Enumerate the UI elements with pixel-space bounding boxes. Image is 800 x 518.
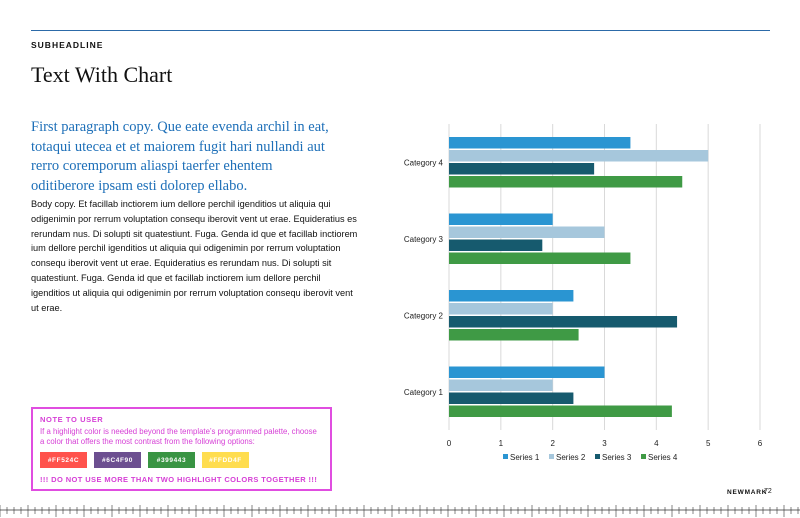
footer-brand: NEWMARK [727, 489, 768, 496]
legend-swatch [503, 454, 508, 459]
bar [449, 163, 595, 175]
swatch-red: #FF524C [40, 452, 87, 468]
swatch-yellow: #FFDD4F [202, 452, 249, 468]
bar [449, 226, 605, 238]
note-to-user-box: NOTE TO USER If a highlight color is nee… [31, 407, 332, 491]
bar [449, 316, 678, 328]
bottom-ruler [0, 505, 800, 517]
bar [449, 392, 574, 404]
x-tick-label: 2 [550, 439, 555, 448]
swatch-purple: #6C4F90 [94, 452, 141, 468]
note-warning: !!! DO NOT USE MORE THAN TWO HIGHLIGHT C… [40, 475, 318, 484]
bar [449, 303, 553, 315]
legend-label: Series 3 [602, 453, 632, 462]
legend-label: Series 1 [510, 453, 540, 462]
color-swatches: #FF524C #6C4F90 #399443 #FFDD4F [40, 452, 323, 468]
category-label: Category 4 [404, 158, 444, 167]
bar [449, 329, 579, 341]
legend-swatch [549, 454, 554, 459]
bar [449, 137, 631, 149]
lead-paragraph: First paragraph copy. Que eate evenda ar… [31, 119, 329, 194]
page-number: 72 [764, 488, 772, 495]
x-tick-label: 6 [758, 439, 763, 448]
bar-chart: 0 1 2 3 4 5 6 Category 1 Category 2 Category 3 Cat… [404, 124, 763, 462]
legend-swatch [595, 454, 600, 459]
bar [449, 290, 574, 302]
x-tick-label: 5 [706, 439, 711, 448]
swatch-green: #399443 [148, 452, 195, 468]
note-title: NOTE TO USER [40, 415, 104, 424]
bar [449, 213, 553, 225]
top-rule [31, 30, 770, 31]
bar [449, 379, 553, 391]
bar [449, 252, 631, 264]
page-title: Text With Chart [31, 62, 173, 87]
bar [449, 176, 683, 188]
legend-swatch [641, 454, 646, 459]
category-label: Category 2 [404, 311, 444, 320]
body-paragraph: Body copy. Et facillab inctiorem ium del… [31, 199, 358, 313]
bar [449, 366, 605, 378]
bar [449, 150, 709, 162]
x-tick-label: 4 [654, 439, 659, 448]
x-tick-label: 1 [499, 439, 504, 448]
bar [449, 239, 543, 251]
x-tick-label: 3 [602, 439, 607, 448]
legend-label: Series 4 [648, 453, 678, 462]
note-text: If a highlight color is needed beyond th… [40, 427, 317, 446]
x-tick-label: 0 [447, 439, 452, 448]
legend-label: Series 2 [556, 453, 586, 462]
subheadline: SUBHEADLINE [31, 40, 104, 50]
bar [449, 405, 672, 417]
category-label: Category 3 [404, 235, 444, 244]
category-label: Category 1 [404, 388, 444, 397]
